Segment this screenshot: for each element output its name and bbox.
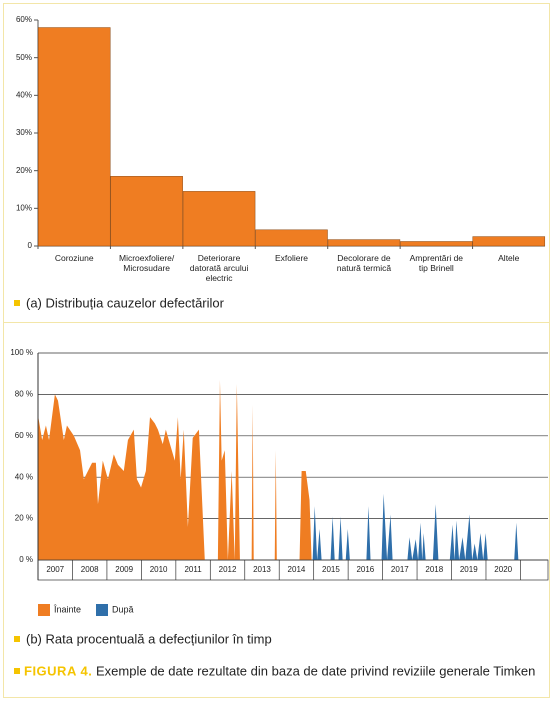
y-tick-label: 0 [28, 241, 33, 250]
caption-marker [14, 300, 20, 306]
bar [400, 241, 473, 247]
x-tick-label: 2015 [322, 565, 340, 574]
x-tick-label: Deteriorare datorată arcului electric [189, 253, 249, 283]
y-tick-label: 50% [16, 53, 32, 62]
bar [182, 191, 256, 247]
figure-caption: Exemple de date rezultate din baza de da… [96, 663, 535, 678]
caption: (a) Distribuția cauzelor defectărilor [26, 295, 225, 310]
x-tick-label: 2020 [494, 565, 512, 574]
x-tick-label: Coroziune [54, 253, 94, 263]
legend-swatch [96, 604, 108, 616]
x-tick-label: 2014 [288, 565, 306, 574]
caption-marker [14, 636, 20, 642]
x-tick-label: 2018 [425, 565, 443, 574]
x-tick-label: 2008 [81, 565, 99, 574]
bar [472, 236, 546, 247]
y-tick-label: 20 % [15, 514, 33, 523]
x-tick-label: 2017 [391, 565, 409, 574]
x-tick-label: Exfoliere [274, 253, 309, 263]
y-tick-label: 60% [16, 15, 32, 24]
bar [37, 27, 111, 247]
legend-label: Înainte [53, 604, 81, 614]
x-tick-label: 2011 [184, 565, 202, 574]
bar [327, 239, 401, 247]
y-tick-label: 0 % [19, 555, 33, 564]
x-tick-label: Microexfoliere/ Microsudare [119, 253, 175, 273]
caption-marker [14, 668, 20, 674]
area [312, 493, 519, 560]
frame [3, 3, 550, 698]
bar [110, 176, 183, 247]
x-tick-label: 2009 [115, 565, 133, 574]
y-tick-label: 20% [16, 166, 32, 175]
y-tick-label: 40% [16, 90, 32, 99]
x-tick-label: Decolorare de natură termică [336, 253, 392, 273]
x-axis-band [37, 559, 549, 581]
x-tick-label: 2007 [46, 565, 64, 574]
y-tick-label: 100 % [10, 348, 33, 357]
x-tick-label: 2010 [150, 565, 168, 574]
area [38, 379, 312, 560]
legend-label: După [112, 604, 134, 614]
x-tick-label: 2012 [219, 565, 237, 574]
legend-swatch [38, 604, 50, 616]
y-tick-label: 30% [16, 128, 32, 137]
y-tick-label: 60 % [15, 431, 33, 440]
bar [255, 229, 328, 247]
x-tick-label: Amprentări de tip Brinell [409, 253, 464, 273]
y-tick-label: 80 % [15, 390, 33, 399]
x-tick-label: Altele [498, 253, 520, 263]
x-tick-label: 2019 [460, 565, 478, 574]
x-tick-label: 2016 [356, 565, 374, 574]
y-tick-label: 40 % [15, 472, 33, 481]
figure-label: FIGURA 4. [24, 663, 92, 678]
y-tick-label: 10% [16, 203, 32, 212]
x-tick-label: 2013 [253, 565, 271, 574]
caption: (b) Rata procentuală a defecțiunilor în … [26, 631, 272, 646]
